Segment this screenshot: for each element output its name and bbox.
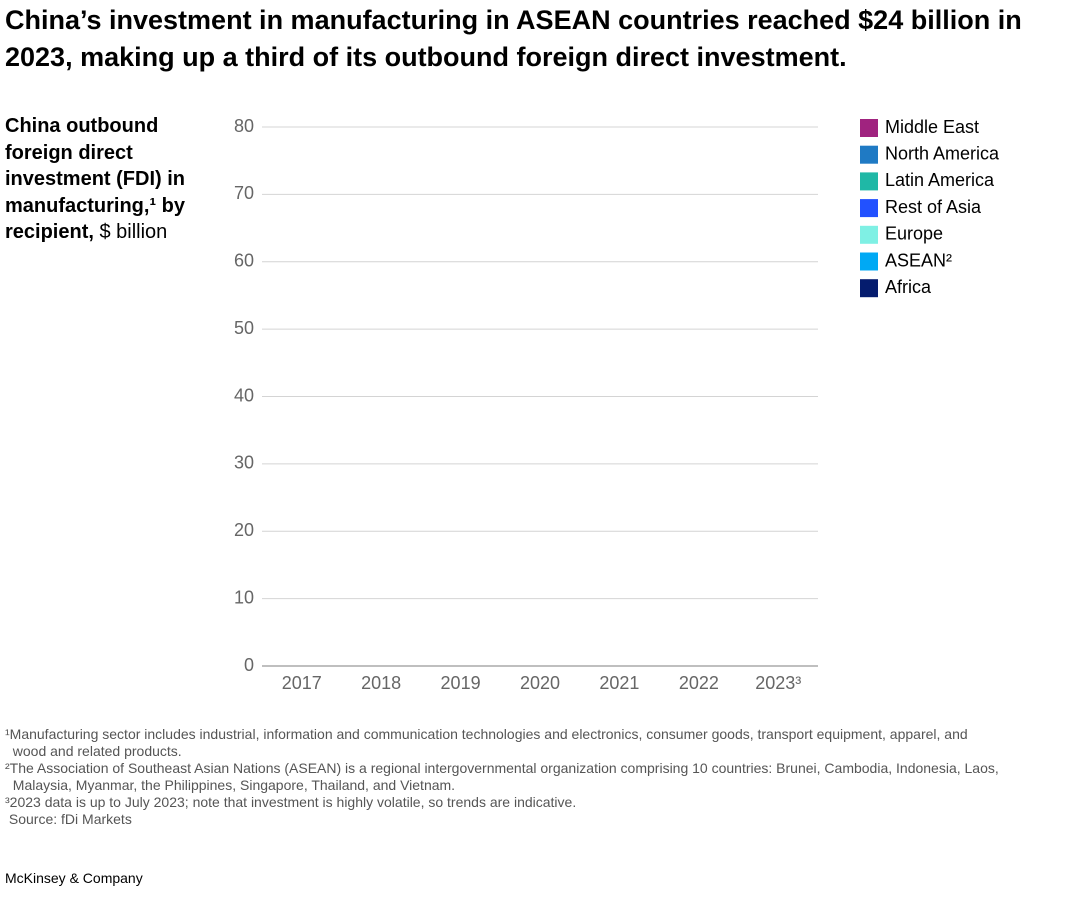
- legend-swatch: [860, 225, 878, 244]
- legend-label: Europe: [885, 224, 943, 244]
- footnote: ³2023 data is up to July 2023; note that…: [5, 794, 577, 810]
- legend-label: ASEAN²: [885, 250, 952, 270]
- y-tick-label: 40: [234, 385, 254, 405]
- y-tick-label: 60: [234, 251, 254, 271]
- y-tick-label: 0: [244, 655, 254, 675]
- legend-swatch: [860, 279, 878, 298]
- y-tick-label: 30: [234, 453, 254, 473]
- y-tick-label: 70: [234, 183, 254, 203]
- x-tick-label: 2019: [441, 673, 481, 693]
- legend-label: North America: [885, 143, 1000, 163]
- x-tick-label: 2022: [679, 673, 719, 693]
- legend-swatch: [860, 119, 878, 137]
- footnote: Source: fDi Markets: [5, 811, 132, 827]
- legend-label: Latin America: [885, 170, 995, 190]
- chart-title: China’s investment in manufacturing in A…: [5, 5, 1022, 72]
- x-tick-label: 2023³: [755, 673, 801, 693]
- x-tick-label: 2021: [599, 673, 639, 693]
- y-tick-label: 10: [234, 587, 254, 607]
- y-tick-label: 50: [234, 318, 254, 338]
- legend-swatch: [860, 199, 878, 218]
- x-tick-label: 2017: [282, 673, 322, 693]
- legend-swatch: [860, 145, 878, 164]
- legend-swatch: [860, 252, 878, 271]
- chart: 0 10 20 30 40 50 60 70 80 2017 2018 2019 2020 2021 202…: [234, 116, 1000, 693]
- legend-label: Africa: [885, 277, 932, 297]
- x-tick-label: 2020: [520, 673, 560, 693]
- x-tick-label: 2018: [361, 673, 401, 693]
- y-tick-label: 20: [234, 520, 254, 540]
- y-tick-label: 80: [234, 116, 254, 136]
- footnotes: ¹Manufacturing sector includes industria…: [5, 726, 1065, 828]
- footnote: ²The Association of Southeast Asian Nati…: [5, 760, 999, 793]
- y-axis-unit: $ billion: [99, 221, 168, 243]
- y-axis-label: China outbound foreign direct investment…: [5, 113, 210, 246]
- brand: McKinsey & Company: [5, 870, 143, 886]
- legend-swatch: [860, 172, 878, 191]
- footnote: ¹Manufacturing sector includes industria…: [5, 726, 968, 759]
- y-axis-title: China outbound foreign direct investment…: [5, 115, 186, 243]
- legend-label: Rest of Asia: [885, 197, 982, 217]
- legend-label: Middle East: [885, 117, 979, 137]
